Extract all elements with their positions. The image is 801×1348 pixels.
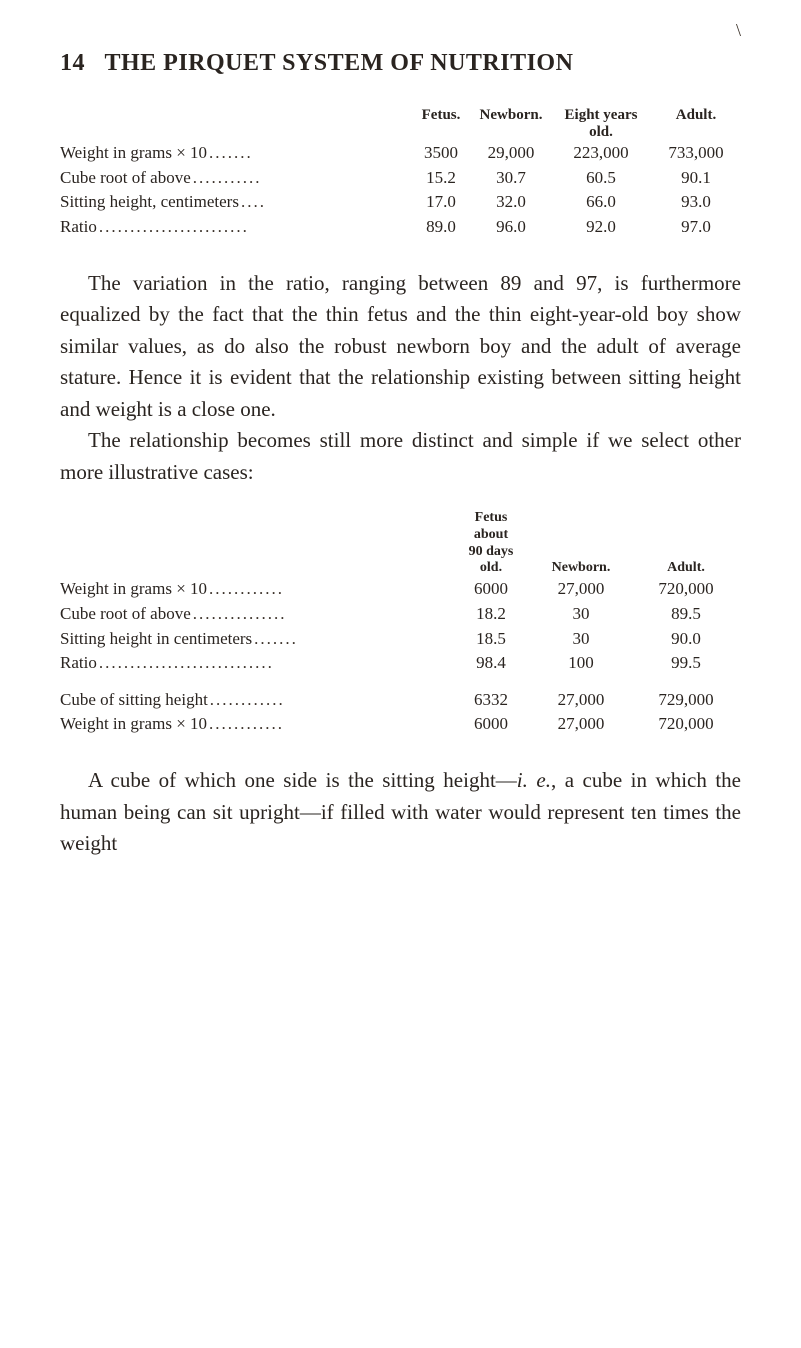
cell: 27,000 xyxy=(531,688,631,713)
table-row: Weight in grams × 10 ....... 3500 29,000… xyxy=(60,141,741,166)
t2-header-fetus-l1: Fetus xyxy=(451,510,531,527)
p3-italic: i. e. xyxy=(517,768,551,792)
cell: 6000 xyxy=(451,577,531,602)
t1-header-eight-years: Eight years xyxy=(551,107,651,124)
cell: 30 xyxy=(531,627,631,652)
cell: 720,000 xyxy=(631,577,741,602)
leader-dots: ....... xyxy=(252,627,451,652)
table-row: Cube of sitting height ............ 6332… xyxy=(60,688,741,713)
t1-header-adult: Adult. xyxy=(651,107,741,124)
t1-header-old: old. xyxy=(551,124,651,141)
page-title: THE PIRQUET SYSTEM OF NUTRITION xyxy=(105,50,574,76)
cell: 6332 xyxy=(451,688,531,713)
row-label: Weight in grams × 10 xyxy=(60,141,207,166)
cell: 90.0 xyxy=(631,627,741,652)
cell: 96.0 xyxy=(471,215,551,240)
cell: 97.0 xyxy=(651,215,741,240)
leader-dots: ............ xyxy=(208,688,451,713)
cell: 89.0 xyxy=(411,215,471,240)
cell: 27,000 xyxy=(531,577,631,602)
row-label: Cube root of above xyxy=(60,602,191,627)
table-row: Ratio ........................ 89.0 96.0… xyxy=(60,215,741,240)
cell: 93.0 xyxy=(651,190,741,215)
paragraph-1: The variation in the ratio, ranging betw… xyxy=(60,268,741,426)
cell: 720,000 xyxy=(631,712,741,737)
t2-header-newborn: Newborn. xyxy=(531,560,631,577)
cell: 3500 xyxy=(411,141,471,166)
cell: 98.4 xyxy=(451,651,531,676)
leader-dots: ............ xyxy=(207,712,451,737)
cell: 30 xyxy=(531,602,631,627)
table-1: Fetus. Newborn. Eight years Adult. old. … xyxy=(60,107,741,240)
cell: 66.0 xyxy=(551,190,651,215)
t1-header-fetus: Fetus. xyxy=(411,107,471,124)
paragraph-3: A cube of which one side is the sitting … xyxy=(60,765,741,860)
row-label: Cube of sitting height xyxy=(60,688,208,713)
t2-header-adult: Adult. xyxy=(631,560,741,577)
corner-mark: \ xyxy=(736,20,741,41)
leader-dots: ....... xyxy=(207,141,411,166)
table-row: Cube root of above ............... 18.2 … xyxy=(60,602,741,627)
table-row: Weight in grams × 10 ............ 6000 2… xyxy=(60,712,741,737)
table-row: Ratio ............................ 98.4 … xyxy=(60,651,741,676)
cell: 100 xyxy=(531,651,631,676)
cell: 29,000 xyxy=(471,141,551,166)
leader-dots: ............................ xyxy=(97,651,451,676)
table-row: Sitting height in centimeters ....... 18… xyxy=(60,627,741,652)
table-2: Fetus about 90 days old. Newborn. Adult.… xyxy=(60,510,741,737)
table-row: Cube root of above ........... 15.2 30.7… xyxy=(60,166,741,191)
table-row: Weight in grams × 10 ............ 6000 2… xyxy=(60,577,741,602)
cell: 17.0 xyxy=(411,190,471,215)
cell: 223,000 xyxy=(551,141,651,166)
cell: 733,000 xyxy=(651,141,741,166)
cell: 6000 xyxy=(451,712,531,737)
leader-dots: ........... xyxy=(191,166,411,191)
cell: 15.2 xyxy=(411,166,471,191)
cell: 92.0 xyxy=(551,215,651,240)
cell: 30.7 xyxy=(471,166,551,191)
row-label: Ratio xyxy=(60,651,97,676)
leader-dots: ........................ xyxy=(97,215,411,240)
row-label: Weight in grams × 10 xyxy=(60,577,207,602)
t1-header-newborn: Newborn. xyxy=(471,107,551,124)
row-label: Weight in grams × 10 xyxy=(60,712,207,737)
t2-header-fetus-l2: about xyxy=(451,527,531,544)
cell: 90.1 xyxy=(651,166,741,191)
paragraph-2: The relationship becomes still more dist… xyxy=(60,425,741,488)
cell: 99.5 xyxy=(631,651,741,676)
cell: 18.5 xyxy=(451,627,531,652)
leader-dots: .... xyxy=(239,190,411,215)
cell: 60.5 xyxy=(551,166,651,191)
cell: 32.0 xyxy=(471,190,551,215)
cell: 18.2 xyxy=(451,602,531,627)
row-label: Ratio xyxy=(60,215,97,240)
row-label: Sitting height in centimeters xyxy=(60,627,252,652)
cell: 27,000 xyxy=(531,712,631,737)
page-number: 14 xyxy=(60,50,85,76)
p3-pre: A cube of which one side is the sitting … xyxy=(88,768,517,792)
page-header: 14 THE PIRQUET SYSTEM OF NUTRITION xyxy=(60,50,741,77)
t2-header-fetus-l3: 90 days xyxy=(451,544,531,561)
cell: 89.5 xyxy=(631,602,741,627)
leader-dots: ............ xyxy=(207,577,451,602)
t2-header-fetus-l4: old. xyxy=(451,560,531,577)
cell: 729,000 xyxy=(631,688,741,713)
row-label: Sitting height, centimeters xyxy=(60,190,239,215)
row-label: Cube root of above xyxy=(60,166,191,191)
table-row: Sitting height, centimeters .... 17.0 32… xyxy=(60,190,741,215)
leader-dots: ............... xyxy=(191,602,451,627)
